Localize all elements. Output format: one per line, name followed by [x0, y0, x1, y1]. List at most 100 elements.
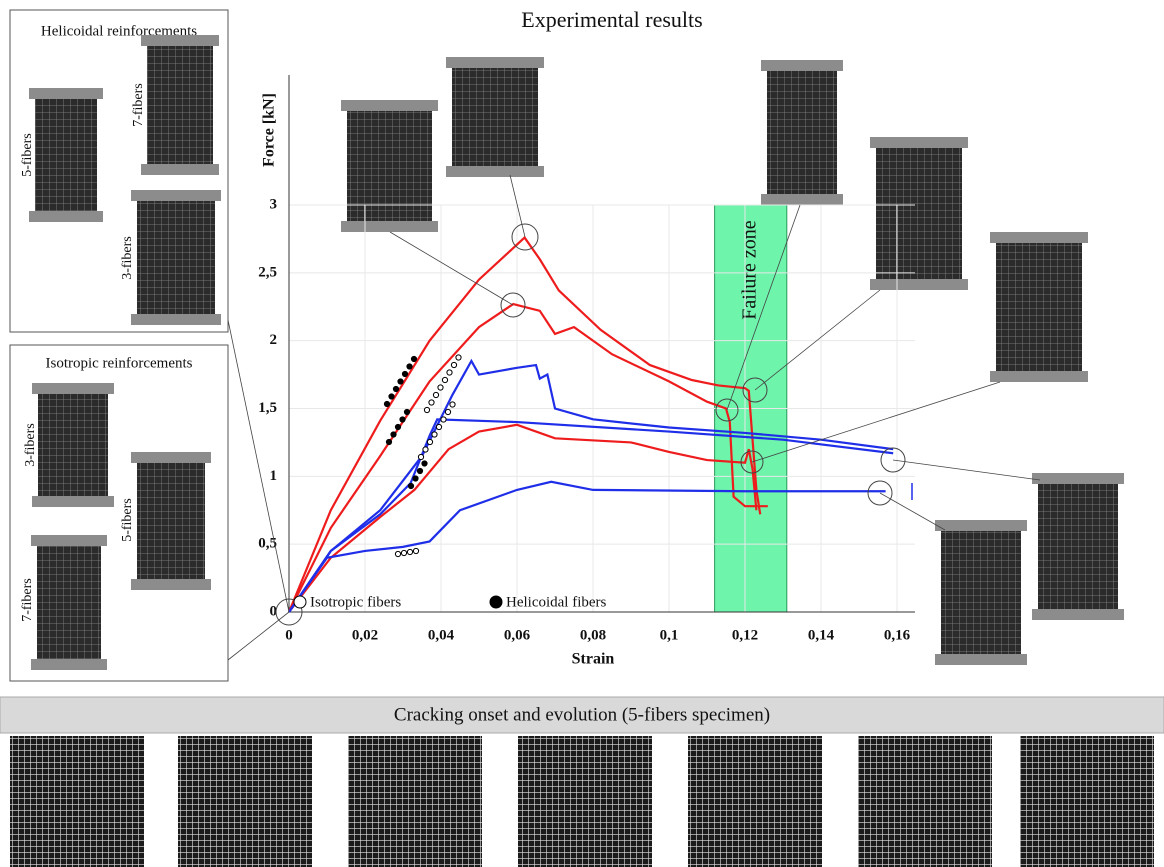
marker-dot [431, 431, 438, 438]
specimen [452, 67, 538, 167]
strip-header [0, 696, 1164, 734]
clamp [32, 383, 114, 394]
y-tick-label: 2 [270, 332, 278, 348]
marker-dot [416, 467, 424, 475]
specimen [767, 70, 837, 195]
marker-dot [449, 401, 456, 408]
y-tick-label: 0,5 [258, 536, 277, 552]
marker-dot [441, 376, 449, 384]
specimen-label: 7-fibers [131, 83, 146, 127]
connector [754, 289, 881, 391]
marker-dot [455, 354, 462, 361]
x-tick-label: 0,12 [732, 627, 758, 643]
x-tick-label: 0 [285, 627, 293, 643]
clamp [131, 452, 211, 463]
specimen [347, 110, 432, 222]
specimen-label: 7-fibers [20, 578, 35, 622]
legend-label: Helicoidal fibers [506, 594, 607, 610]
x-tick-label: 0,02 [352, 627, 378, 643]
strip-image [858, 736, 992, 867]
marker-dot [400, 549, 408, 557]
specimen [37, 545, 101, 660]
series-line [288, 480, 886, 613]
clamp [141, 35, 219, 46]
marker-dot [394, 550, 402, 558]
clamp [341, 221, 438, 232]
marker-dot [390, 431, 397, 438]
clamp [29, 211, 103, 222]
specimen-label: 3-fibers [23, 423, 38, 467]
marker-dot [410, 355, 418, 363]
marker-dot [446, 369, 453, 376]
legend-marker [293, 595, 307, 609]
specimen [137, 200, 215, 315]
marker-dot [435, 423, 443, 431]
panel-title: Isotropic reinforcements [45, 355, 192, 371]
series-line [288, 423, 758, 613]
marker-dot [401, 370, 409, 378]
x-axis-title: Strain [572, 651, 615, 668]
callout-circle [275, 598, 303, 626]
callout-circle [742, 377, 768, 403]
specimen-label: 5-fibers [20, 133, 35, 177]
clamp [990, 371, 1088, 382]
y-axis-title: Force [kN] [261, 93, 278, 167]
marker-dot [394, 423, 402, 431]
strip-title: Cracking onset and evolution (5-fibers s… [394, 704, 770, 725]
clamp [935, 520, 1027, 531]
failure-zone-label: Failure zone [738, 220, 760, 320]
callout-circle [880, 447, 906, 473]
clamp [761, 194, 843, 205]
clamp [761, 60, 843, 71]
x-tick-label: 0,08 [580, 627, 606, 643]
marker-dot [428, 399, 435, 406]
clamp [131, 579, 211, 590]
y-tick-label: 0 [270, 603, 278, 619]
connector [726, 204, 801, 411]
strip-image [1020, 736, 1154, 867]
specimen [38, 393, 108, 497]
specimen [941, 530, 1021, 655]
clamp [31, 535, 107, 546]
connector [751, 381, 1001, 463]
callout-circle [867, 480, 893, 506]
strip-image [178, 736, 312, 867]
clamp [446, 57, 544, 68]
y-tick-label: 1 [270, 468, 278, 484]
marker-dot [417, 453, 425, 461]
connector [892, 459, 1041, 481]
clamp [31, 659, 107, 670]
marker-dot [399, 416, 406, 423]
connector [389, 231, 514, 306]
marker-dot [406, 363, 413, 370]
x-tick-label: 0,04 [428, 627, 455, 643]
strip-image [10, 736, 144, 867]
y-tick-label: 2,5 [258, 264, 277, 280]
x-tick-label: 0,1 [660, 627, 679, 643]
marker-dot [397, 378, 404, 385]
specimen [876, 147, 962, 280]
clamp [870, 137, 968, 148]
series-line [288, 358, 894, 613]
connector [227, 319, 290, 613]
clamp [870, 279, 968, 290]
specimen-label: 3-fibers [120, 236, 135, 280]
chart-title: Experimental results [521, 7, 702, 32]
clamp [341, 100, 438, 111]
clamp [131, 314, 221, 325]
legend-label: Isotropic fibers [310, 594, 401, 610]
specimen [147, 45, 213, 165]
callout-circle [715, 398, 739, 422]
marker-dot [383, 400, 391, 408]
strip-image [518, 736, 652, 867]
marker-dot [412, 475, 419, 482]
clamp [1032, 609, 1124, 620]
series-line [288, 418, 894, 613]
connector [509, 174, 526, 238]
marker-dot [385, 438, 393, 446]
clamp [131, 190, 221, 201]
marker-dot [437, 384, 444, 391]
specimen [996, 242, 1082, 372]
clamp [32, 496, 114, 507]
